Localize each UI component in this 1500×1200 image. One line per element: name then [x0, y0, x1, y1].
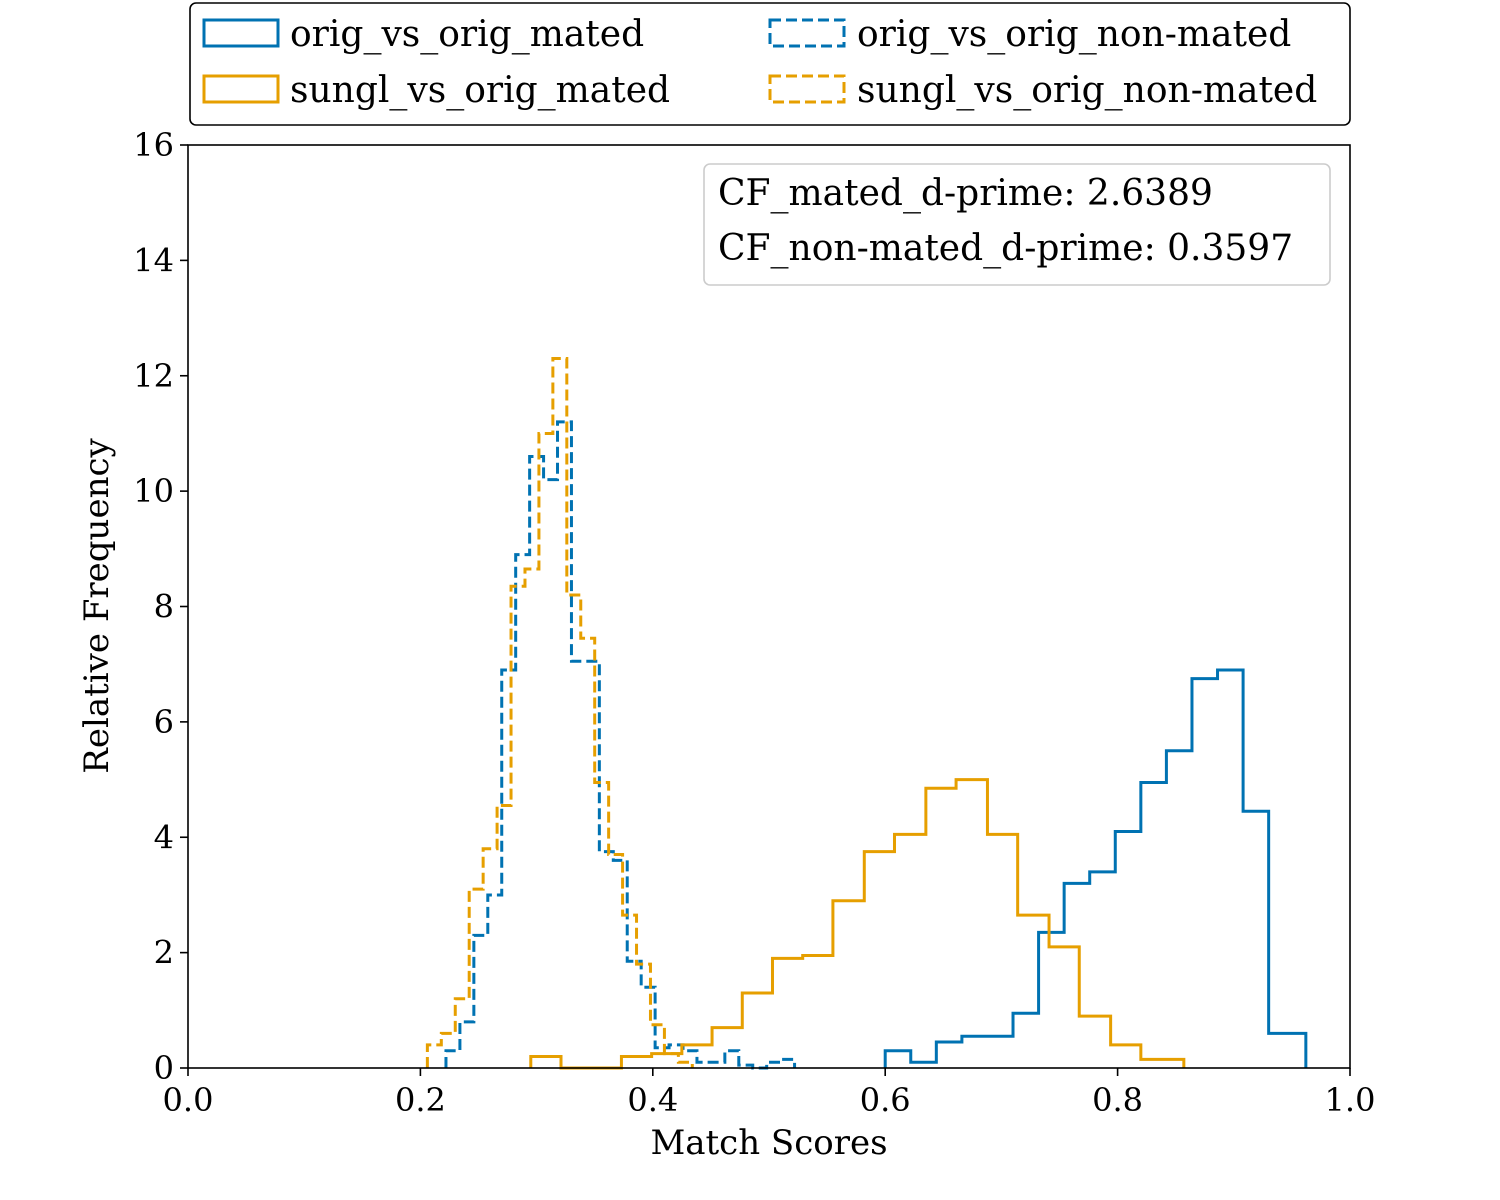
legend: orig_vs_orig_mated orig_vs_orig_non-mate… [189, 2, 1351, 126]
plot-frame [187, 144, 1351, 1069]
histogram-series-orig_vs_orig_non-mated [444, 420, 797, 1070]
series-layer [425, 356, 1308, 1070]
legend-label-orig-mated: orig_vs_orig_mated [290, 14, 644, 55]
legend-label-sungl-mated: sungl_vs_orig_mated [290, 70, 670, 111]
y-tick-label: 10 [133, 472, 174, 510]
annotation-non-mated-dprime: CF_non-mated_d-prime: 0.3597 [718, 228, 1293, 269]
annotation-box [703, 163, 1331, 286]
x-tick-label: 0.4 [627, 1081, 678, 1119]
y-tick-label: 14 [133, 241, 174, 279]
x-tick-label: 0.0 [163, 1081, 214, 1119]
legend-swatch-orig-mated [202, 18, 280, 48]
annotation-mated-dprime: CF_mated_d-prime: 2.6389 [718, 173, 1213, 214]
histogram-series-sungl_vs_orig_mated [529, 778, 1186, 1070]
legend-label-orig-non-mated: orig_vs_orig_non-mated [857, 14, 1291, 55]
histogram-series-sungl_vs_orig_non-mated [425, 356, 694, 1068]
axis-ticks: 0.0 0.2 0.4 0.6 0.8 1.0 0 2 4 6 8 10 12 14 16 [133, 126, 1375, 1119]
x-tick-label: 0.2 [395, 1081, 446, 1119]
y-tick-label: 12 [133, 357, 174, 395]
legend-item-orig-mated: orig_vs_orig_mated [202, 14, 644, 55]
x-tick-label: 1.0 [1325, 1081, 1376, 1119]
x-tick-label: 0.8 [1092, 1081, 1143, 1119]
legend-label-sungl-non-mated: sungl_vs_orig_non-mated [857, 70, 1317, 111]
plot-area [188, 145, 1350, 1068]
x-tick-label: 0.6 [860, 1081, 911, 1119]
y-tick-label: 0 [154, 1049, 174, 1087]
legend-swatch-sungl-mated [202, 74, 280, 104]
y-tick-label: 6 [154, 703, 174, 741]
y-tick-label: 16 [133, 126, 174, 164]
legend-swatch-sungl-non-mated [768, 74, 846, 104]
y-tick-label: 8 [154, 588, 174, 626]
dprime-annotation: CF_mated_d-prime: 2.6389 CF_non-mated_d-… [703, 163, 1331, 286]
legend-item-sungl-mated: sungl_vs_orig_mated [202, 70, 670, 111]
y-tick-label: 4 [154, 818, 174, 856]
legend-item-orig-non-mated: orig_vs_orig_non-mated [768, 14, 1291, 55]
legend-item-sungl-non-mated: sungl_vs_orig_non-mated [768, 70, 1317, 111]
histogram-series-orig_vs_orig_mated [883, 668, 1308, 1068]
y-axis-label: Relative Frequency [77, 437, 117, 773]
y-tick-label: 2 [154, 934, 174, 972]
legend-swatch-orig-non-mated [768, 18, 846, 48]
x-axis-label: Match Scores [650, 1123, 887, 1163]
